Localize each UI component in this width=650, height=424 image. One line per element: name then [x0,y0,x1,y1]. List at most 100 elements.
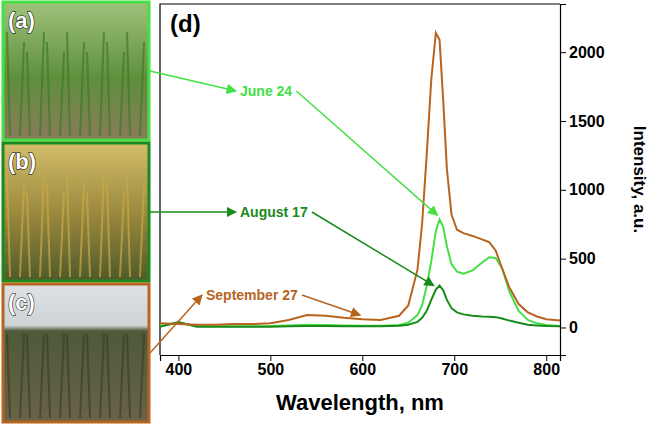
photo [3,2,149,140]
x-axis: 400 500 600 700 800 [161,355,561,378]
series-label: August 17 [240,204,308,220]
series-label: June 24 [240,83,292,99]
photo-texture [27,52,30,136]
photo-texture [7,173,10,277]
arrow [150,71,236,91]
lines [160,33,560,327]
photo-texture [100,173,104,277]
photo-texture [140,334,144,418]
photo-texture [20,334,24,418]
y-tick-label: 2000 [569,44,605,61]
x-tick-mark [178,355,179,361]
photo [3,143,149,281]
y-axis-title: Intensity, a.u. [630,126,649,233]
photo-texture [47,42,50,136]
photo-texture [67,173,70,277]
y-tick-label: 500 [569,250,596,267]
x-tick-mark [546,355,547,361]
y-axis: 0 500 1000 1500 2000 [560,5,605,356]
photo-texture [100,334,104,418]
series-label: September 27 [206,287,298,303]
spectrum-line [160,285,560,326]
photo [3,284,149,422]
panel-label: (d) [170,10,201,37]
x-tick: 400 [166,355,193,378]
photo-texture [60,334,64,418]
photo-texture [7,32,10,136]
y-tick: 500 [560,250,596,267]
photo-label: (a) [8,8,35,33]
photo-texture [80,42,84,136]
photo-texture [140,42,144,136]
photo-texture [20,42,24,136]
arrow [150,295,202,353]
photo-texture [107,42,110,136]
photo-texture [120,52,124,136]
y-axis-line [561,5,567,356]
y-tick: 0 [560,319,578,336]
photo-texture [80,334,84,418]
photo-texture [120,193,124,277]
photo-texture [107,334,110,418]
x-tick: 700 [441,355,468,378]
x-axis-title: Wavelength, nm [276,390,444,415]
photo-texture [27,334,30,418]
photo-texture [40,334,44,418]
spectrum-line [160,33,560,325]
photo-texture [7,334,10,418]
plot-frame [160,4,560,355]
photo-texture [87,334,90,418]
y-tick-mark [560,327,566,328]
photo-texture [47,334,50,418]
photo-texture [87,193,90,277]
y-tick-label: 0 [569,319,578,336]
y-tick-mark [560,121,566,122]
y-tick-mark [560,52,566,53]
x-tick-mark [454,355,455,361]
y-tick: 2000 [560,44,605,61]
x-tick: 800 [533,355,560,378]
photo-texture [127,32,130,136]
y-tick: 1500 [560,113,605,130]
x-tick-label: 400 [166,361,193,378]
arrow [296,91,437,215]
photo-texture [120,334,124,418]
photo-texture [20,183,24,277]
photo-texture [27,193,30,277]
arrow [312,212,434,286]
y-tick: 1000 [560,181,605,198]
photo-texture [67,32,70,136]
photo-texture [127,334,130,418]
photo-texture [60,193,64,277]
y-tick-mark [560,190,566,191]
figure: (a) (b) (c) 400 500 600 700 800 0 500 1000 1500 2000… [0,0,650,424]
photo-texture [47,183,50,277]
spectrum-line [160,219,560,326]
x-tick-label: 600 [349,361,376,378]
photo-texture [127,173,130,277]
x-tick: 600 [349,355,376,378]
photo-texture [87,52,90,136]
photo-texture [40,173,44,277]
x-tick-label: 500 [257,361,284,378]
x-tick-mark [362,355,363,361]
photo-texture [140,183,144,277]
photo-label: (c) [8,290,35,315]
y-tick-label: 1500 [569,113,605,130]
photo-texture [80,183,84,277]
photo-texture [60,52,64,136]
x-axis-line [161,356,561,362]
y-tick-mark [560,259,566,260]
x-tick: 500 [257,355,284,378]
arrow [150,211,236,213]
photo-texture [100,32,104,136]
x-tick-label: 700 [441,361,468,378]
photo-texture [67,334,70,418]
photo-texture [107,183,110,277]
photo-label: (b) [8,149,36,174]
x-tick-label: 800 [533,361,560,378]
arrow [302,295,360,315]
photo-texture [40,32,44,136]
y-tick-label: 1000 [569,181,605,198]
x-tick-mark [270,355,271,361]
